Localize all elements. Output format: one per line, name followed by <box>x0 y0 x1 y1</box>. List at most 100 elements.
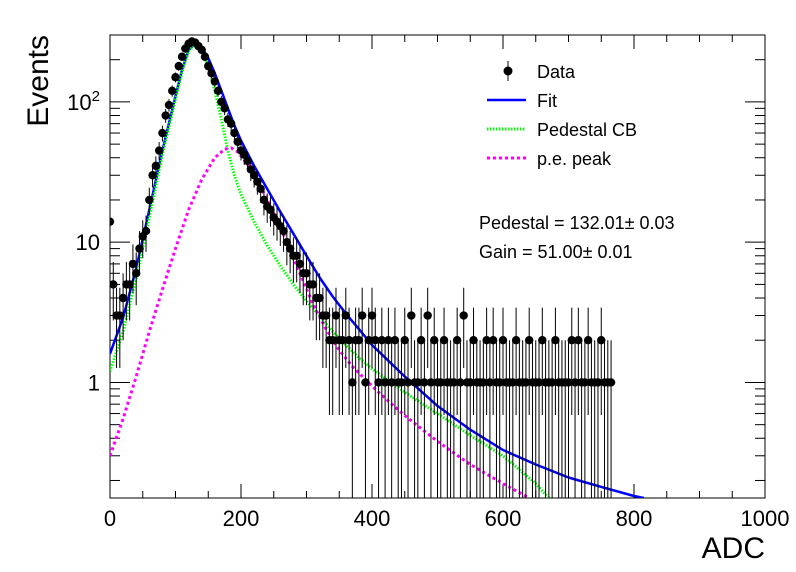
data-point <box>328 336 337 345</box>
data-point <box>597 336 606 345</box>
data-point <box>534 378 544 387</box>
data-point <box>403 378 413 387</box>
data-point <box>495 378 504 387</box>
data-point <box>217 97 226 107</box>
data-point <box>141 226 151 236</box>
data-point <box>564 378 573 387</box>
data-point <box>413 378 423 387</box>
data-point <box>479 378 488 387</box>
data-point <box>233 137 242 146</box>
x-tick-label: 800 <box>616 506 653 531</box>
data-point <box>416 336 426 345</box>
x-tick-label: 400 <box>354 506 391 531</box>
data-point <box>341 311 350 320</box>
data-point <box>164 100 174 110</box>
data-point <box>420 378 429 387</box>
y-tick-label: 10 <box>76 230 100 255</box>
data-point <box>574 336 583 345</box>
data-point <box>308 280 318 289</box>
data-point <box>125 280 134 289</box>
data-point <box>295 259 305 269</box>
data-point <box>452 336 462 345</box>
data-point <box>380 378 390 387</box>
y-axis-title: Events <box>22 35 55 127</box>
y-tick-label: 102 <box>67 88 100 115</box>
x-tick-label: 200 <box>223 506 260 531</box>
data-points <box>110 37 616 498</box>
x-tick-label: 0 <box>104 506 116 531</box>
data-point <box>508 378 518 387</box>
data-point <box>292 251 301 260</box>
data-point <box>459 311 468 320</box>
data-point <box>466 378 475 387</box>
data-point <box>583 336 593 345</box>
data-point <box>436 378 445 387</box>
data-point <box>200 52 210 61</box>
data-point <box>151 161 161 171</box>
data-point <box>426 378 436 387</box>
legend: Data Fit Pedestal CB p.e. peak <box>487 61 637 169</box>
data-point <box>285 244 295 253</box>
data-point <box>439 336 449 345</box>
x-tick-label: 600 <box>485 506 522 531</box>
data-point <box>387 378 396 387</box>
data-point <box>521 378 531 387</box>
data-point <box>161 111 170 120</box>
data-point <box>390 336 400 345</box>
data-point <box>279 226 288 236</box>
data-point <box>469 336 478 345</box>
y-axis-ticks: 1 10 102 <box>67 34 765 481</box>
data-point <box>259 195 269 205</box>
data-point <box>384 336 393 345</box>
legend-label: Pedestal CB <box>537 120 637 140</box>
data-point <box>110 280 118 289</box>
data-point <box>226 119 236 128</box>
data-point <box>302 269 311 278</box>
data-point <box>135 244 144 253</box>
data-point <box>256 184 265 194</box>
data-point <box>580 378 590 387</box>
data-point <box>567 336 576 345</box>
data-point <box>282 237 292 247</box>
data-point <box>344 336 354 345</box>
data-point <box>538 336 547 345</box>
data-point <box>361 378 370 387</box>
data-point <box>266 205 275 215</box>
x-axis-ticks: 0 200 400 600 800 1000 <box>104 35 789 531</box>
data-point <box>210 77 219 86</box>
data-point <box>525 336 534 345</box>
legend-label: p.e. peak <box>537 149 612 169</box>
data-point <box>315 293 324 303</box>
data-point <box>253 177 262 186</box>
data-point <box>110 217 115 226</box>
data-point <box>128 259 138 269</box>
data-point <box>145 195 154 205</box>
legend-marker <box>503 66 513 76</box>
data-point <box>207 69 216 78</box>
data-point <box>158 128 167 138</box>
data-point <box>321 311 331 320</box>
data-point <box>154 146 164 155</box>
data-point <box>400 336 409 345</box>
data-point <box>423 311 432 320</box>
x-axis-title: ADC <box>702 532 765 565</box>
legend-label: Fit <box>537 91 557 111</box>
data-point <box>115 311 125 320</box>
data-point <box>354 336 364 345</box>
fit-curves <box>110 42 645 498</box>
data-point <box>197 45 206 55</box>
data-point <box>482 336 491 345</box>
data-point <box>511 336 521 345</box>
data-point <box>430 336 439 345</box>
data-point <box>606 378 616 387</box>
data-point <box>397 378 406 387</box>
data-point <box>374 378 383 387</box>
data-point <box>593 378 603 387</box>
annotation-gain: Gain = 51.00± 0.01 <box>479 242 633 262</box>
data-point <box>230 128 239 138</box>
data-point <box>407 311 416 320</box>
data-point <box>551 336 560 345</box>
data-point <box>485 378 495 387</box>
data-point <box>547 378 557 387</box>
